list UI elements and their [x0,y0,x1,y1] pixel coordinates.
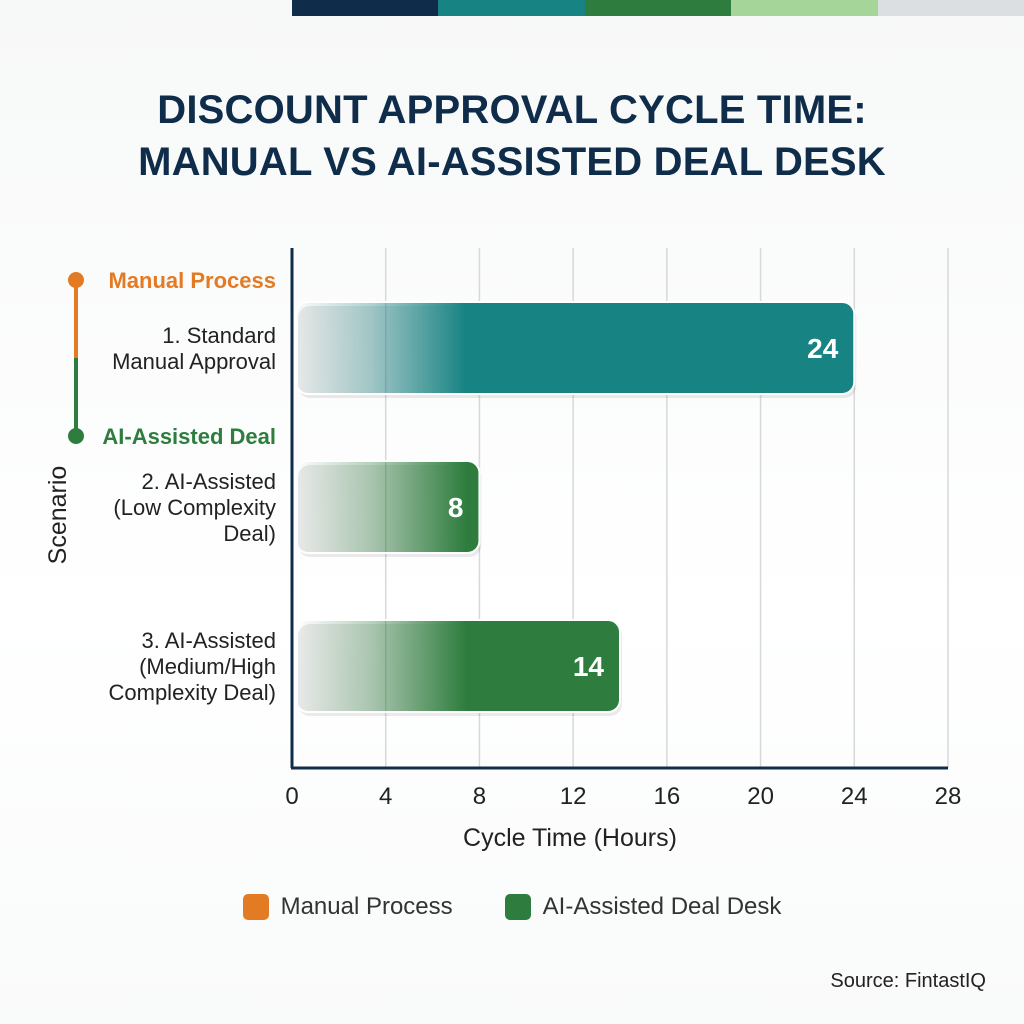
x-tick-label: 20 [747,783,774,810]
top-color-stripe [292,0,1024,16]
category-label: Manual Approval [112,349,276,374]
category-label: Complexity Deal) [109,680,277,705]
chart-legend: Manual Process AI-Assisted Deal Desk [0,893,1024,921]
legend-label: Manual Process [280,893,453,920]
group-label: Manual Process [108,268,276,293]
category-label: (Low Complexity [113,495,276,520]
legend-swatch [504,894,531,920]
category-label: 2. AI-Assisted [141,469,276,494]
category-label: 1. Standard [162,323,276,348]
x-tick-label: 12 [560,783,587,810]
chart-title: DISCOUNT APPROVAL CYCLE TIME: MANUAL VS … [0,84,1024,188]
x-tick-label: 16 [654,783,681,810]
x-axis-label: Cycle Time (Hours) [463,824,677,852]
stripe-segment [877,0,1024,16]
data-label: 24 [807,333,839,364]
bar [295,301,856,395]
data-label: 8 [448,492,464,523]
data-label: 14 [573,651,605,682]
group-marker [68,272,84,288]
category-label: 3. AI-Assisted [141,628,276,653]
chart-title-line: MANUAL VS AI-ASSISTED DEAL DESK [138,140,886,184]
bar [295,619,621,713]
stripe-segment [584,0,732,16]
chart-title-line: DISCOUNT APPROVAL CYCLE TIME: [157,88,867,132]
legend-item: Manual Process [242,893,453,921]
x-tick-label: 4 [379,783,392,810]
stripe-segment [731,0,878,16]
stripe-segment [292,0,439,16]
bar-chart: 0 4 8 12 16 20 24 28 Cycle Time (Hours) Scenario M… [44,248,962,852]
x-tick-label: 28 [935,783,962,810]
legend-label: AI-Assisted Deal Desk [542,893,782,920]
group-label: AI-Assisted Deal [102,424,276,449]
source-note: Source: FintastIQ [830,970,986,992]
category-label: (Medium/High [139,654,276,679]
legend-swatch [242,894,269,920]
bar [295,460,481,554]
category-label: Deal) [223,521,276,546]
group-bracket [74,358,78,436]
legend-item: AI-Assisted Deal Desk [504,893,782,921]
y-axis-label: Scenario [44,466,72,565]
x-tick-label: 24 [841,783,868,810]
stripe-segment [438,0,585,16]
group-marker [68,428,84,444]
x-tick-label: 0 [285,783,298,810]
x-tick-label: 8 [473,783,486,810]
